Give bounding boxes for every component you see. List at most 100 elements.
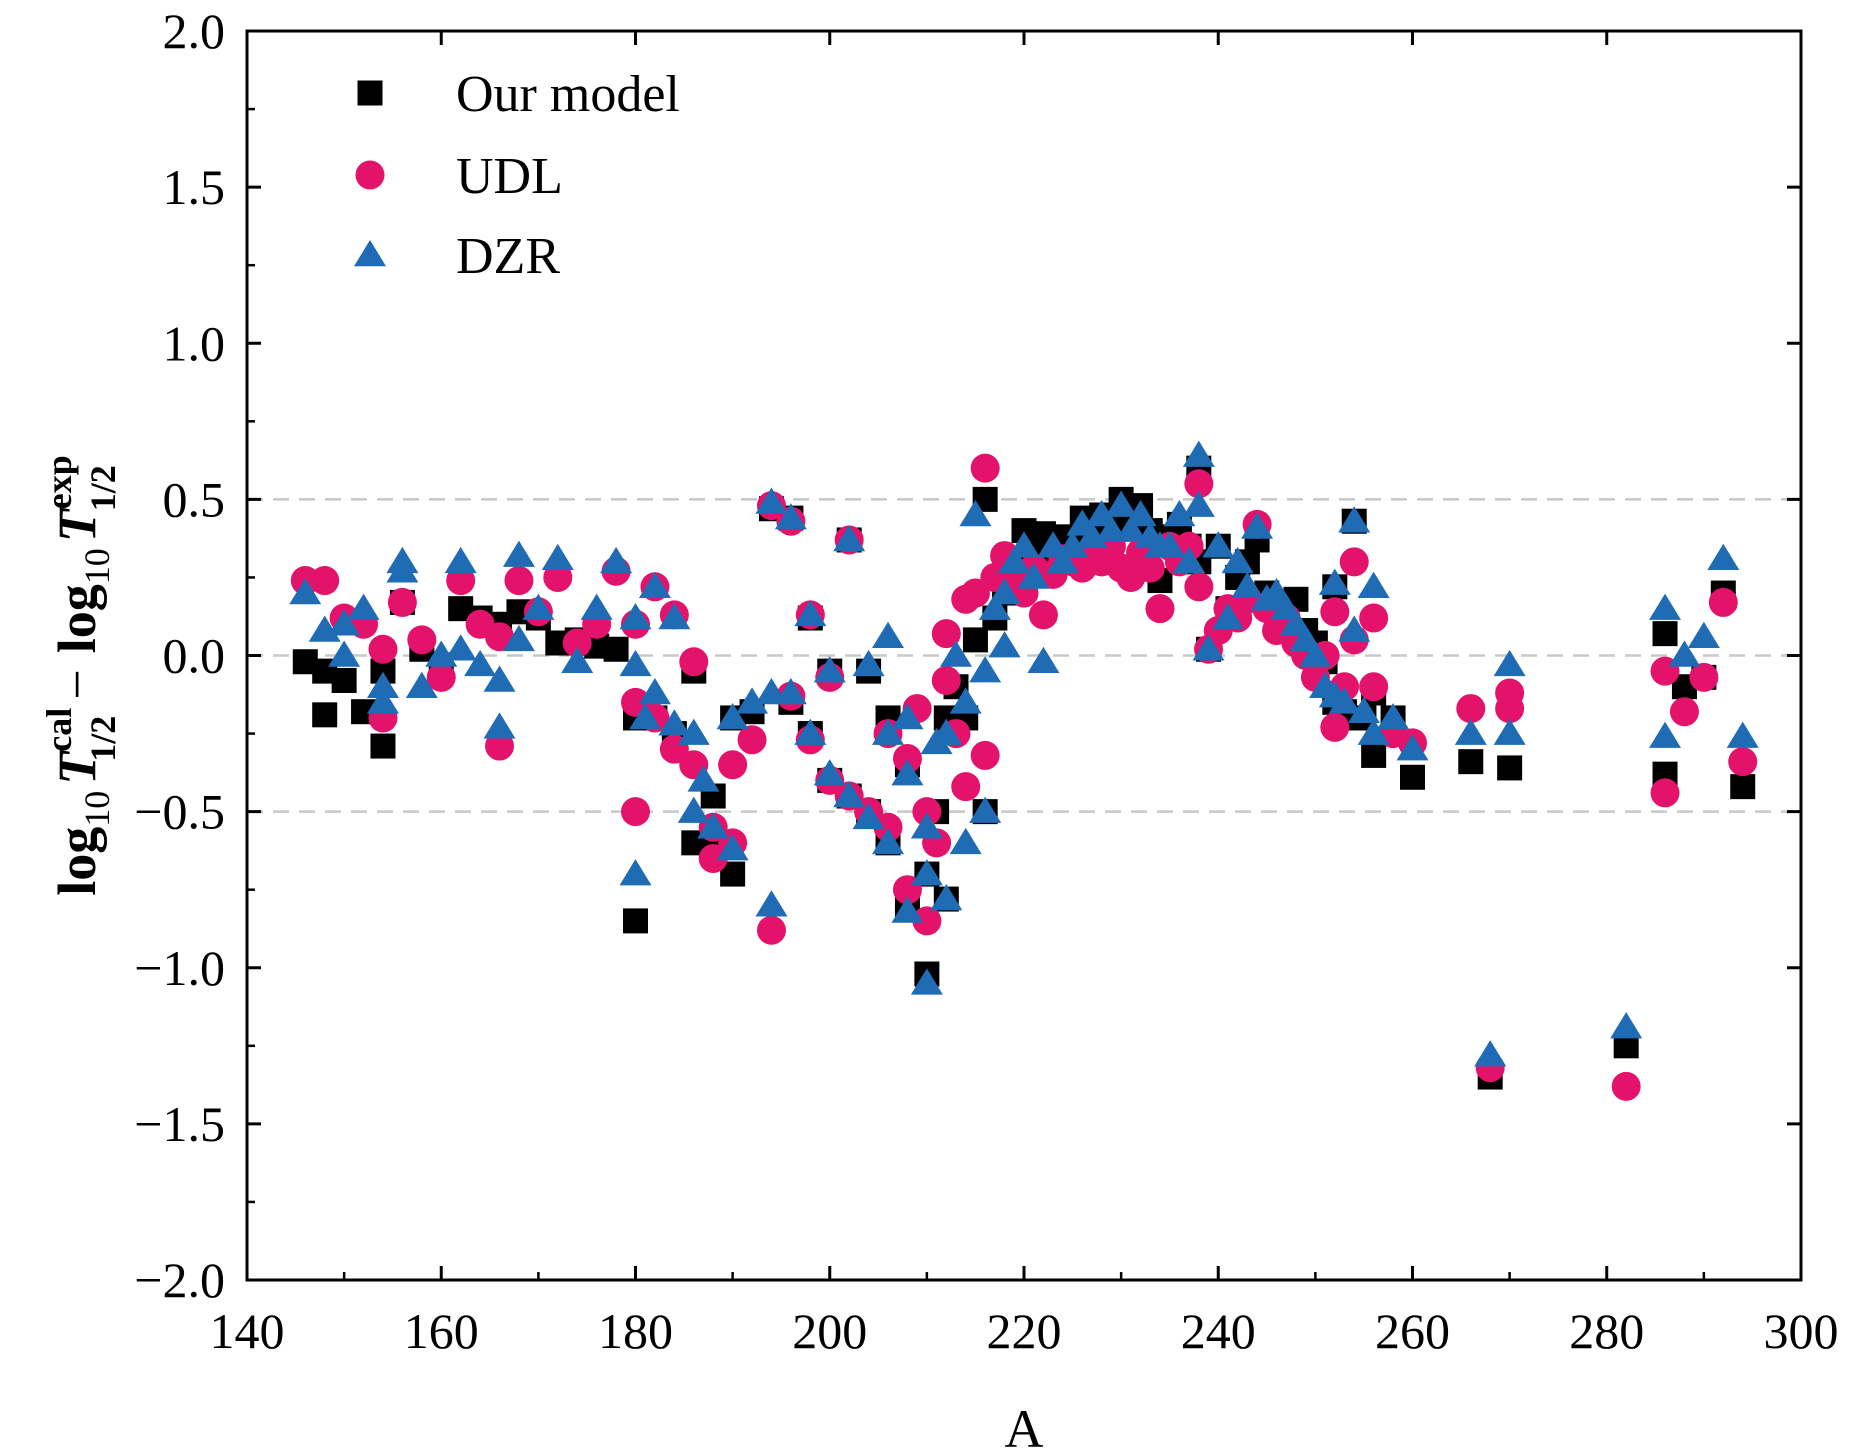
data-point	[1211, 603, 1244, 630]
ylabel-base-1: 10	[77, 791, 117, 827]
data-point	[873, 812, 903, 842]
data-point	[1495, 694, 1525, 724]
data-point	[1338, 615, 1371, 642]
data-point	[1456, 694, 1486, 724]
data-point	[1377, 702, 1410, 730]
data-point	[1687, 621, 1720, 649]
data-point	[1359, 603, 1389, 633]
data-point	[1182, 490, 1215, 517]
x-tick-label: 300	[1764, 1303, 1839, 1359]
data-point	[562, 628, 592, 658]
data-point	[1610, 1012, 1643, 1039]
data-point	[310, 566, 340, 596]
data-point	[619, 859, 652, 886]
data-point	[813, 759, 846, 786]
data-point	[328, 640, 361, 667]
data-point	[1202, 531, 1235, 558]
data-point	[737, 725, 767, 755]
data-point	[1458, 749, 1484, 775]
data-point	[1184, 469, 1214, 499]
data-point	[1008, 531, 1040, 558]
y-tick-label: −1.0	[134, 940, 225, 996]
y-tick-label: 0.0	[163, 628, 226, 684]
data-point	[1359, 672, 1389, 702]
data-point	[312, 702, 338, 728]
y-tick-label: −0.5	[134, 784, 225, 840]
data-point	[1221, 546, 1254, 574]
data-point	[698, 843, 728, 873]
data-point	[1028, 600, 1058, 630]
data-point	[1728, 747, 1758, 777]
data-point	[1707, 543, 1740, 570]
data-point	[988, 578, 1021, 605]
data-point	[833, 781, 866, 808]
data-point	[910, 812, 943, 839]
data-point	[1124, 499, 1157, 527]
data-point	[949, 687, 982, 714]
legend-label: Our model	[456, 66, 680, 123]
data-point	[600, 546, 633, 574]
data-point	[658, 603, 691, 630]
data-point	[1328, 687, 1361, 714]
data-point	[687, 765, 720, 792]
data-point	[1689, 662, 1719, 692]
x-axis-title: A	[1005, 1399, 1044, 1455]
data-point	[446, 566, 476, 596]
data-point	[483, 712, 516, 739]
data-point	[328, 609, 361, 636]
data-point	[1493, 718, 1526, 745]
data-point	[370, 733, 396, 759]
data-point	[794, 718, 827, 745]
data-point	[331, 667, 357, 693]
data-point	[1497, 755, 1523, 781]
x-tick-label: 140	[210, 1303, 285, 1359]
data-point	[1318, 568, 1351, 595]
data-point	[1145, 594, 1175, 624]
x-tick-label: 240	[1181, 1303, 1256, 1359]
data-point	[483, 665, 516, 692]
data-point	[931, 619, 961, 649]
data-point	[892, 744, 922, 774]
data-point	[1105, 490, 1138, 517]
data-point	[931, 665, 961, 695]
data-point	[970, 453, 1000, 483]
series-dzr	[289, 440, 1759, 1067]
data-point	[930, 884, 963, 911]
data-point	[444, 546, 477, 574]
data-point	[833, 524, 866, 552]
data-point	[543, 562, 573, 592]
data-point	[718, 750, 748, 780]
data-point	[1357, 571, 1390, 599]
data-point	[949, 827, 982, 855]
data-point	[912, 797, 942, 827]
data-point	[1192, 634, 1225, 661]
data-point	[774, 677, 807, 705]
data-point	[1650, 778, 1680, 808]
data-point	[852, 802, 885, 830]
data-point	[960, 578, 990, 608]
data-point	[1361, 742, 1387, 768]
data-point	[1339, 547, 1369, 577]
y-axis-title: log10Tcal 1/2−log10Texp 1/2	[39, 455, 123, 896]
ylabel-sub-1: 1/2	[83, 716, 123, 762]
data-point	[1730, 774, 1756, 800]
data-point	[1056, 531, 1089, 558]
data-point	[755, 487, 788, 514]
data-point	[930, 718, 963, 745]
data-point	[716, 834, 749, 861]
data-point	[638, 677, 671, 705]
data-point	[386, 556, 419, 583]
ylabel-symbol-2: T	[47, 507, 107, 542]
legend-label: DZR	[456, 228, 560, 285]
legend-marker-triangle	[354, 240, 386, 267]
data-point	[891, 702, 924, 730]
data-point	[988, 631, 1021, 658]
data-point	[347, 593, 380, 620]
data-point	[405, 671, 438, 698]
data-point	[1027, 646, 1060, 673]
data-point	[1338, 506, 1371, 533]
data-point	[716, 702, 749, 730]
data-point	[910, 859, 943, 886]
data-point	[970, 740, 1000, 770]
x-tick-label: 220	[987, 1303, 1062, 1359]
